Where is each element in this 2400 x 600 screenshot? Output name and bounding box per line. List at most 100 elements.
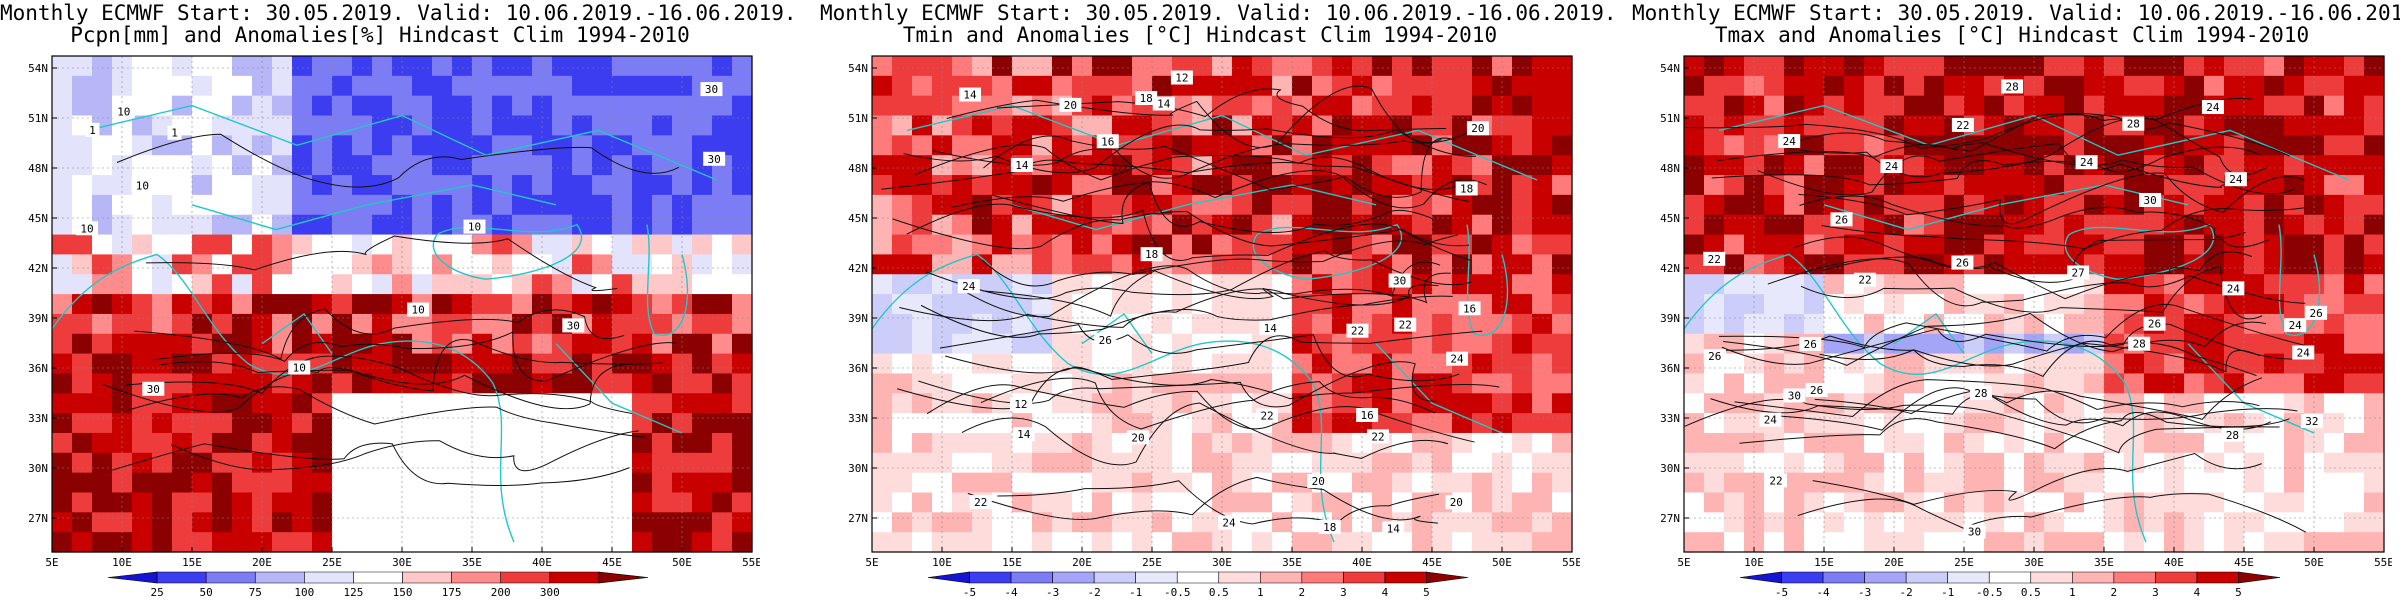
colorbar-swatch [205, 571, 256, 584]
graticule [872, 56, 1572, 552]
svg-text:30: 30 [708, 153, 721, 166]
colorbar: 25 50 75 100 125 150 175 200 300 [107, 571, 649, 599]
lat-tick-label: 48N [1660, 162, 1680, 175]
svg-text:24: 24 [2227, 282, 2241, 295]
contour-label: 27 [2067, 265, 2090, 280]
colorbar-tick-label: -4 [1004, 586, 1018, 599]
colorbar-tick-label: 3 [2152, 586, 2159, 599]
contour-label: 30 [1388, 273, 1411, 288]
colorbar-swatch [156, 571, 207, 584]
contour-label: 26 [1094, 332, 1117, 347]
contour-label: 14 [1152, 96, 1175, 111]
colorbar-swatch [1988, 571, 2032, 584]
contour-label: 24 [2222, 281, 2245, 296]
contour-label: 22 [1951, 117, 1974, 132]
svg-text:10: 10 [136, 180, 149, 193]
svg-text:1: 1 [171, 127, 178, 140]
lon-tick-label: 50E [672, 556, 692, 569]
svg-text:24: 24 [962, 280, 976, 293]
colorbar-tick-label: -0.5 [1164, 586, 1191, 599]
axes: 54N 51N 48N 45N 42N 39N 36N 33N 30N 27N 5E 10E 15E 20… [28, 62, 760, 569]
lat-tick-label: 42N [28, 262, 48, 275]
colorbar-swatch [1176, 571, 1220, 584]
lon-tick-label: 30E [1212, 556, 1232, 569]
contour-label: 12 [1009, 396, 1032, 411]
contour-label: 26 [1830, 212, 1853, 227]
svg-text:14: 14 [1387, 522, 1401, 535]
contour-label: 16 [1458, 301, 1481, 316]
panel-title-line1: Monthly ECMWF Start: 30.05.2019. Valid: … [820, 1, 1617, 25]
svg-text:24: 24 [1450, 353, 1464, 366]
lat-tick-label: 33N [848, 412, 868, 425]
svg-text:22: 22 [1371, 430, 1384, 443]
contour-label: 22 [1764, 473, 1787, 488]
lon-tick-label: 40E [532, 556, 552, 569]
svg-text:14: 14 [1015, 159, 1029, 172]
lon-tick-label: 10E [112, 556, 132, 569]
lat-tick-label: 45N [28, 212, 48, 225]
colorbar-tick-label: 4 [2194, 586, 2201, 599]
lat-tick-label: 30N [848, 462, 868, 475]
lon-tick-label: 20E [1884, 556, 1904, 569]
svg-text:20: 20 [1471, 122, 1484, 135]
contour-label: 26 [1799, 336, 1822, 351]
svg-text:14: 14 [1264, 322, 1278, 335]
contour-label: 10 [407, 302, 430, 317]
colorbar-tick-label: 1 [2069, 586, 2076, 599]
colorbar-swatch [1822, 571, 1865, 584]
contour-label: 24 [957, 279, 980, 294]
svg-text:10: 10 [411, 304, 424, 317]
lon-tick-label: 50E [1492, 556, 1512, 569]
lon-tick-label: 25E [1954, 556, 1974, 569]
contour-label: 10 [131, 178, 154, 193]
colorbar-swatch [1739, 571, 1782, 584]
svg-text:10: 10 [117, 105, 130, 118]
svg-text:28: 28 [2006, 80, 2019, 93]
colorbar-swatch [1260, 571, 1303, 584]
lon-tick-label: 45E [2234, 556, 2254, 569]
colorbar-tick-label: 0.5 [2021, 586, 2041, 599]
contour-label: 24 [2224, 172, 2247, 187]
svg-text:18: 18 [1460, 182, 1473, 195]
contour-label: 24 [1218, 515, 1241, 530]
svg-text:30: 30 [1788, 389, 1801, 402]
lon-tick-label: 30E [2024, 556, 2044, 569]
colorbar-tick-label: 75 [249, 586, 262, 599]
contour-label: 18 [1140, 247, 1163, 262]
colorbar-swatch [451, 571, 502, 584]
contour-label: 22 [1256, 408, 1279, 423]
anomaly-field [1684, 56, 2385, 553]
svg-text:20: 20 [1064, 99, 1077, 112]
lat-tick-label: 45N [848, 212, 868, 225]
contour-label: 14 [1010, 157, 1033, 172]
svg-text:26: 26 [1835, 213, 1848, 226]
svg-text:22: 22 [1351, 325, 1364, 338]
contour-label: 18 [1455, 181, 1478, 196]
lat-tick-label: 30N [1660, 462, 1680, 475]
contour-lines [881, 85, 1500, 525]
colorbar-swatch [254, 571, 305, 584]
colorbar-tick-label: 125 [344, 586, 364, 599]
colorbar-tick-label: 5 [1423, 586, 1430, 599]
svg-text:30: 30 [147, 383, 160, 396]
lat-tick-label: 30N [28, 462, 48, 475]
colorbar-tick-label: -2 [1088, 586, 1101, 599]
lon-tick-label: 15E [182, 556, 202, 569]
svg-text:32: 32 [2305, 415, 2318, 428]
axes: 54N 51N 48N 45N 42N 39N 36N 33N 30N 27N 5E 10E 15E 20… [848, 62, 1580, 569]
colorbar-swatch [1384, 571, 1427, 584]
contour-label: 18 [1318, 519, 1341, 534]
lon-tick-label: 55E [2374, 556, 2392, 569]
lon-tick-label: 35E [1282, 556, 1302, 569]
lat-tick-label: 36N [1660, 362, 1680, 375]
contour-label: 28 [2221, 427, 2244, 442]
contour-label: 28 [2122, 116, 2145, 131]
lon-tick-label: 40E [1352, 556, 1372, 569]
svg-text:26: 26 [1804, 338, 1817, 351]
contour-label: 26 [1951, 255, 1974, 270]
colorbar-tick-label: 150 [393, 586, 413, 599]
colorbar-tick-label: 175 [442, 586, 462, 599]
colorbar-swatch [2196, 571, 2239, 584]
lon-tick-label: 5E [45, 556, 58, 569]
